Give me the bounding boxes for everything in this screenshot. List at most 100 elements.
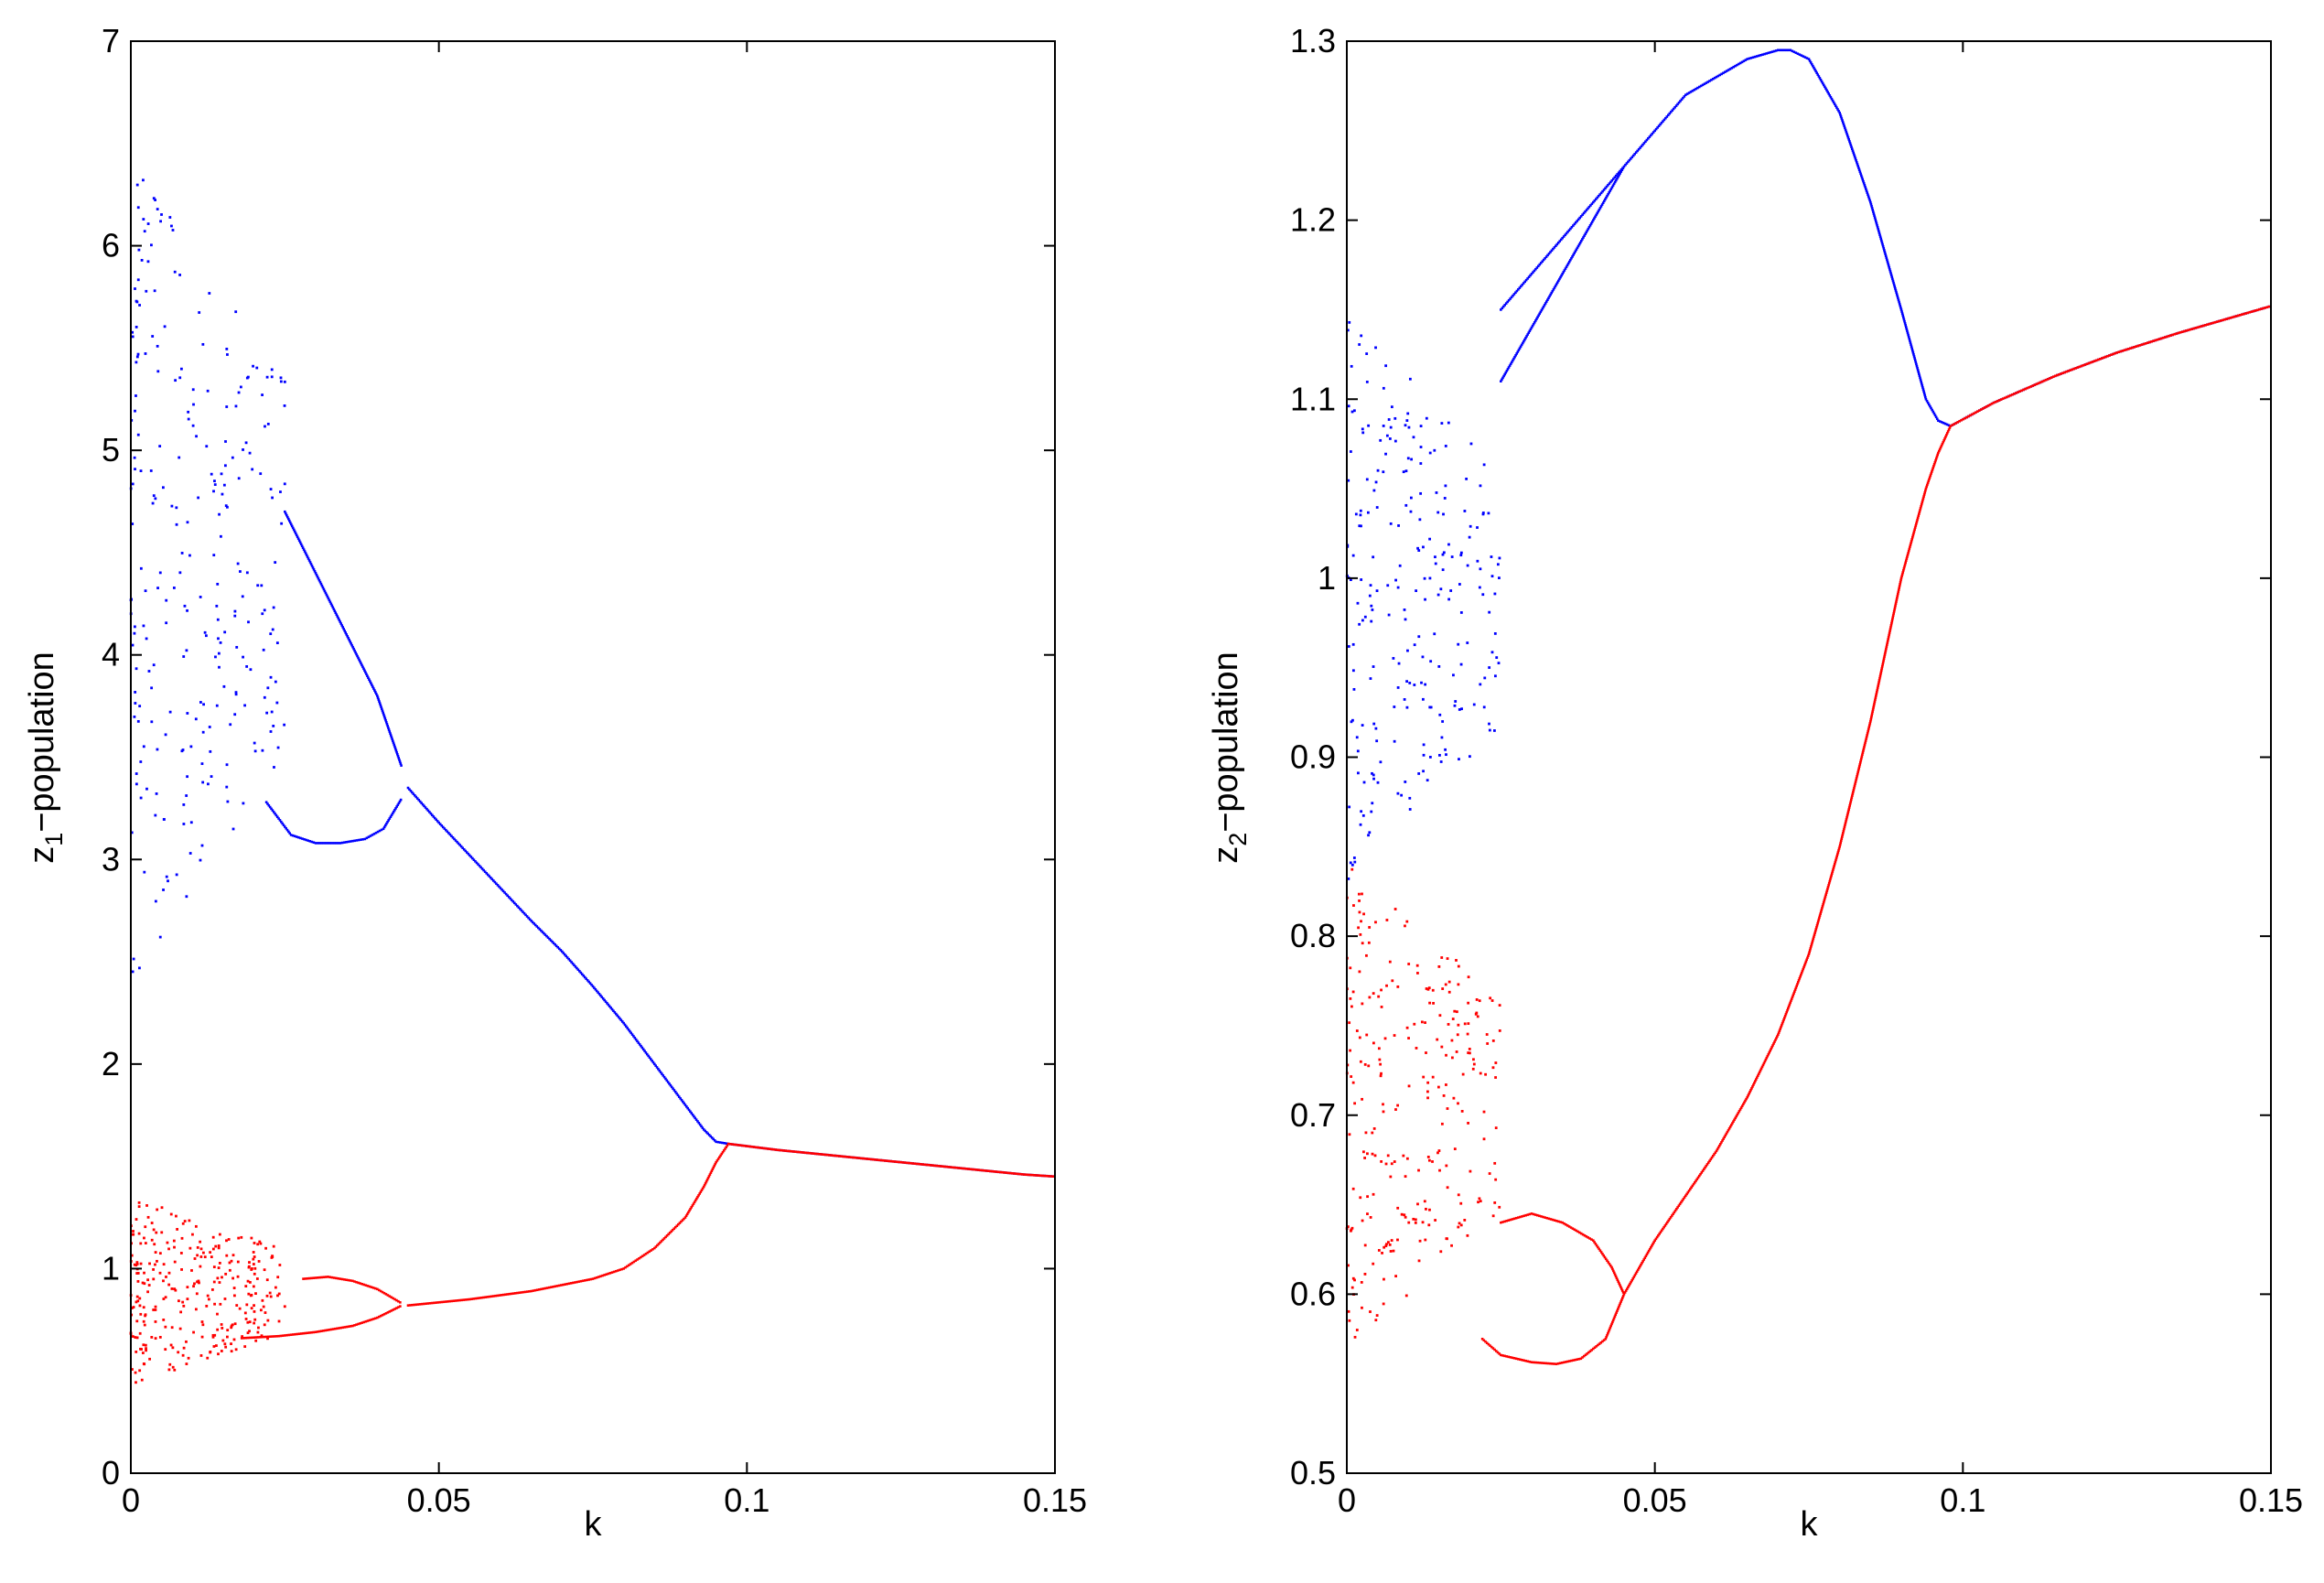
curve-point — [397, 1306, 400, 1308]
scatter-point — [217, 1352, 220, 1356]
curve-point — [1913, 357, 1916, 360]
curve-point — [1607, 1330, 1610, 1333]
curve-point — [492, 879, 495, 882]
curve-point — [1580, 240, 1583, 242]
scatter-point — [1416, 972, 1419, 975]
curve-point — [2093, 360, 2096, 362]
curve-point — [1753, 1082, 1756, 1084]
curve-point — [1945, 432, 1949, 435]
curve-point — [1561, 273, 1564, 275]
curve-point — [380, 705, 382, 709]
curve-point — [1031, 1173, 1034, 1177]
scatter-point — [1490, 555, 1493, 558]
curve-point — [1681, 1199, 1684, 1202]
curve-point — [337, 1276, 339, 1280]
scatter-point — [136, 433, 140, 436]
scatter-point — [1447, 421, 1450, 425]
curve-point — [1848, 804, 1852, 807]
curve-point — [871, 1158, 875, 1161]
curve-point — [1884, 649, 1888, 652]
curve-point — [1828, 879, 1832, 883]
curve-point — [2173, 332, 2177, 336]
scatter-point — [1386, 1154, 1390, 1158]
curve-point — [1878, 676, 1881, 680]
curve-point — [1530, 1212, 1533, 1215]
scatter-point — [1491, 1039, 1495, 1042]
scatter-point — [1358, 1036, 1361, 1039]
curve-point — [1535, 266, 1539, 269]
curve-point — [452, 1299, 456, 1302]
scatter-point — [1352, 856, 1356, 859]
right-branch-curve — [1500, 167, 1624, 311]
scatter-point — [243, 704, 246, 707]
curve-point — [1594, 215, 1597, 219]
curve-point — [687, 1211, 690, 1214]
scatter-point — [1474, 1012, 1478, 1016]
scatter-point — [1350, 867, 1354, 871]
curve-point — [1813, 933, 1816, 937]
curve-point — [802, 1151, 805, 1154]
curve-point — [899, 1160, 902, 1164]
curve-point — [1890, 621, 1893, 625]
scatter-point — [236, 1275, 240, 1278]
curve-point — [648, 1250, 651, 1254]
curve-point — [862, 1157, 865, 1160]
scatter-point — [260, 1334, 264, 1338]
scatter-point — [1444, 748, 1447, 751]
scatter-point — [154, 1251, 157, 1255]
curve-point — [1973, 412, 1975, 415]
curve-point — [399, 798, 403, 802]
right-y-tick-label: 1.3 — [1290, 22, 1336, 59]
scatter-point — [231, 1276, 234, 1280]
curve-point — [1878, 235, 1882, 239]
scatter-point — [253, 1242, 256, 1244]
scatter-point — [228, 1268, 231, 1272]
curve-point — [867, 1158, 871, 1161]
curve-point — [610, 1007, 614, 1011]
curve-point — [446, 830, 449, 834]
curve-point — [1748, 1091, 1751, 1093]
scatter-point — [1408, 377, 1412, 381]
right-y-label-rest: −population — [1207, 652, 1245, 833]
curve-point — [662, 1237, 666, 1240]
curve-point — [406, 786, 410, 790]
scatter-point — [1390, 1162, 1393, 1166]
scatter-point — [211, 1247, 215, 1251]
scatter-point — [1443, 497, 1447, 500]
scatter-point — [142, 745, 145, 748]
curve-point — [1916, 366, 1919, 370]
curve-point — [776, 1148, 780, 1152]
scatter-point — [220, 534, 222, 538]
curve-point — [1900, 312, 1904, 315]
curve-point — [579, 971, 583, 975]
curve-point — [1598, 1342, 1601, 1345]
curve-point — [697, 1194, 700, 1197]
curve-point — [1992, 401, 1996, 404]
curve-point — [489, 876, 492, 879]
scatter-point — [234, 404, 238, 408]
scatter-point — [1376, 468, 1380, 472]
scatter-point — [260, 584, 264, 587]
curve-point — [1512, 357, 1515, 361]
curve-point — [450, 1299, 454, 1303]
curve-point — [580, 973, 584, 975]
curve-point — [1500, 380, 1502, 382]
curve-point — [1543, 1362, 1545, 1364]
curve-point — [2112, 352, 2114, 356]
curve-point — [1550, 291, 1554, 295]
curve-point — [1903, 322, 1907, 325]
scatter-point — [1428, 451, 1432, 455]
curve-point — [738, 1144, 742, 1147]
curve-point — [533, 923, 537, 927]
curve-point — [1640, 145, 1643, 148]
curve-point — [689, 1207, 692, 1211]
scatter-point — [1372, 773, 1375, 777]
right-branch-curve — [1500, 1212, 1625, 1294]
scatter-point — [237, 391, 241, 394]
curve-point — [694, 1118, 698, 1121]
curve-point — [1613, 180, 1617, 184]
curve-point — [2210, 322, 2213, 325]
curve-point — [1702, 1168, 1705, 1171]
scatter-point — [206, 1356, 210, 1360]
curve-point — [2144, 342, 2147, 345]
